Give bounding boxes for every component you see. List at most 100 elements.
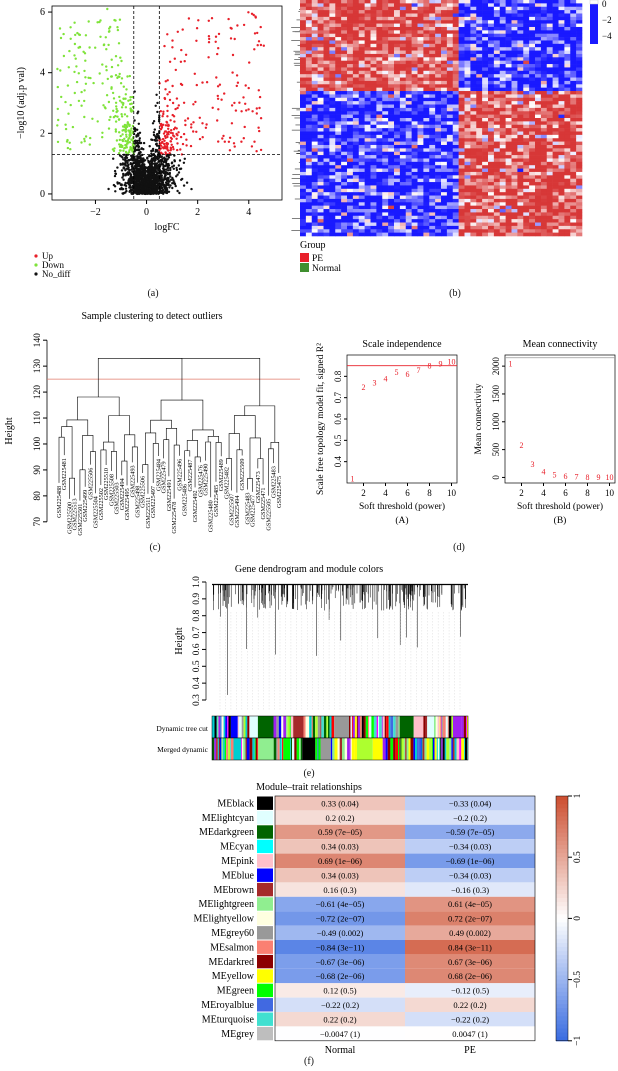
volcano-point xyxy=(110,75,113,78)
heatmap-cell xyxy=(558,91,565,95)
heatmap-cell xyxy=(423,124,430,129)
heatmap-cell xyxy=(529,43,536,48)
volcano-point xyxy=(171,186,174,190)
heatmap-cell xyxy=(446,23,454,28)
volcano-point xyxy=(217,140,220,143)
heatmap-cell xyxy=(470,151,477,156)
heatmap-cell xyxy=(341,70,348,75)
heatmap-cell xyxy=(305,94,313,99)
volcano-point xyxy=(137,152,140,155)
heatmap-cell xyxy=(517,47,524,51)
heatmap-cell xyxy=(352,91,360,95)
volcano-point xyxy=(140,185,143,188)
heatmap-cell xyxy=(311,195,318,200)
heatmap-cell xyxy=(411,80,418,85)
legend-label: No_diff xyxy=(42,269,70,279)
heatmap-cell xyxy=(329,131,336,136)
heatmap-cell xyxy=(523,158,530,163)
heatmap-cell xyxy=(329,13,336,18)
heatmap-cell xyxy=(576,33,583,38)
volcano-point xyxy=(123,113,127,116)
heatmap-cell xyxy=(523,161,530,166)
heatmap-cell xyxy=(358,87,365,92)
heatmap-cell xyxy=(370,16,377,21)
heatmap-cell xyxy=(370,23,377,28)
heatmap-cell xyxy=(382,198,389,203)
x-tick-label: −2 xyxy=(90,207,101,218)
volcano-point xyxy=(66,84,70,87)
heatmap-cell xyxy=(540,185,548,190)
heatmap-cell xyxy=(482,185,489,190)
heatmap-cell xyxy=(423,151,430,156)
heatmap-cell xyxy=(411,195,418,200)
volcano-point xyxy=(122,85,126,88)
heatmap-cell xyxy=(488,188,495,193)
volcano-point xyxy=(106,77,110,81)
heatmap-cell xyxy=(305,168,313,173)
heatmap-cell xyxy=(399,67,407,72)
heatmap-cell xyxy=(347,148,354,153)
heatmap-cell xyxy=(529,37,536,41)
heatmap-cell xyxy=(399,37,407,41)
heatmap-cell xyxy=(394,185,401,190)
heatmap-cell xyxy=(458,114,465,119)
volcano-point xyxy=(110,58,113,61)
heatmap-cell xyxy=(305,67,313,72)
heatmap-cell xyxy=(452,47,459,51)
heatmap-cell xyxy=(452,37,459,41)
volcano-point xyxy=(66,138,69,142)
volcano-point xyxy=(118,143,121,146)
heatmap-cell xyxy=(405,168,412,173)
heatmap-cell xyxy=(570,97,577,102)
heatmap-cell xyxy=(341,202,348,206)
volcano-point xyxy=(127,99,130,102)
heatmap-cell xyxy=(493,161,501,166)
volcano-point xyxy=(173,182,177,186)
volcano-point xyxy=(214,35,218,38)
volcano-point xyxy=(135,134,138,137)
heatmap-cell xyxy=(394,128,401,132)
heatmap-cell xyxy=(311,198,318,203)
heatmap-cell xyxy=(399,118,407,122)
heatmap-cell xyxy=(452,26,459,31)
heatmap-cell xyxy=(476,182,483,186)
heatmap-cell xyxy=(523,192,530,196)
heatmap-cell xyxy=(399,188,407,193)
heatmap-cell xyxy=(317,168,324,173)
volcano-point xyxy=(101,136,104,139)
legend-marker xyxy=(34,254,38,258)
heatmap-cell xyxy=(417,188,424,193)
heatmap-cell xyxy=(376,84,383,88)
heatmap-cell xyxy=(535,148,542,153)
heatmap-cell xyxy=(446,60,454,65)
heatmap-cell xyxy=(558,165,565,169)
heatmap-cell xyxy=(435,6,442,11)
heatmap-cell xyxy=(488,43,495,48)
volcano-point xyxy=(111,91,115,95)
heatmap-cell xyxy=(441,50,448,55)
volcano-point xyxy=(106,7,109,11)
heatmap-cell xyxy=(576,43,583,48)
heatmap-cell xyxy=(399,40,407,45)
heatmap-cell xyxy=(405,175,412,179)
heatmap-cell xyxy=(364,151,371,156)
heatmap-cell xyxy=(429,84,436,88)
volcano-point xyxy=(129,154,133,157)
heatmap-cell xyxy=(370,171,377,176)
volcano-point xyxy=(68,49,71,53)
heatmap-cell xyxy=(417,175,424,179)
volcano-point xyxy=(133,129,137,133)
heatmap-cell xyxy=(488,37,495,41)
heatmap-cell xyxy=(423,40,430,45)
volcano-point xyxy=(163,142,166,146)
heatmap-cell xyxy=(411,64,418,68)
heatmap-cell xyxy=(341,101,348,105)
heatmap-cell xyxy=(470,134,477,139)
volcano-point xyxy=(92,81,95,85)
heatmap-cell xyxy=(352,33,360,38)
heatmap-cell xyxy=(458,141,465,146)
heatmap-cell xyxy=(429,111,436,115)
heatmap-cell xyxy=(317,202,324,206)
heatmap-cell xyxy=(341,134,348,139)
heatmap-cell xyxy=(329,3,336,8)
